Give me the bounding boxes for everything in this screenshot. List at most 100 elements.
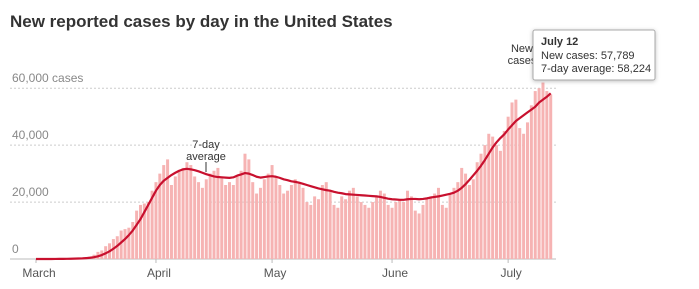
bar: [495, 145, 499, 259]
bar: [394, 202, 398, 259]
chart-title: New reported cases by day in the United …: [10, 12, 393, 31]
y-tick-label: 20,000: [12, 185, 49, 199]
annotation-text: 7-day: [192, 139, 220, 151]
bar: [371, 202, 375, 259]
bar: [448, 193, 452, 259]
bar: [479, 153, 483, 259]
bar: [425, 199, 429, 259]
bar: [382, 193, 386, 259]
bar: [189, 165, 193, 259]
x-tick-label: April: [147, 266, 171, 280]
bar: [119, 230, 123, 259]
bar: [216, 167, 220, 259]
bar: [406, 190, 410, 259]
bar: [289, 185, 293, 259]
bar: [228, 182, 231, 259]
bar: [212, 170, 216, 259]
bar: [452, 187, 456, 259]
bar: [433, 193, 437, 259]
bar: [251, 182, 255, 259]
bar: [506, 116, 510, 259]
bar: [274, 176, 278, 259]
bar: [367, 207, 371, 259]
tooltip-box: [532, 29, 656, 81]
bar: [185, 162, 189, 259]
bar: [169, 185, 173, 259]
bar: [270, 165, 274, 259]
bar: [467, 185, 471, 259]
bar: [154, 182, 158, 259]
bar: [487, 133, 491, 259]
bar: [502, 130, 506, 259]
bar: [351, 187, 355, 259]
bar: [518, 128, 522, 259]
bar: [162, 165, 166, 259]
bar: [193, 176, 197, 259]
x-tick-label: May: [264, 266, 287, 280]
bar: [305, 202, 309, 259]
bar: [255, 193, 259, 259]
x-tick-label: June: [382, 266, 408, 280]
bar: [313, 196, 317, 259]
bar: [375, 196, 379, 259]
bar: [460, 167, 464, 259]
bar: [135, 210, 139, 259]
bar: [529, 105, 533, 259]
bar: [115, 236, 119, 259]
bar: [262, 179, 266, 259]
bar: [166, 159, 170, 259]
bar: [498, 150, 502, 259]
bar: [293, 179, 297, 259]
bar: [525, 122, 529, 259]
bar: [417, 213, 421, 259]
bar: [297, 182, 301, 259]
bar: [142, 203, 146, 259]
annotation-text: average: [186, 151, 226, 163]
bar: [378, 190, 382, 259]
bar: [208, 173, 212, 259]
bar: [549, 94, 553, 259]
bar: [127, 227, 131, 259]
bar: [286, 190, 290, 259]
bar: [545, 91, 549, 259]
bar: [347, 190, 351, 259]
bar: [541, 82, 545, 260]
bar: [390, 207, 394, 259]
bar: [464, 173, 468, 259]
bar: [402, 202, 406, 259]
bar: [328, 190, 332, 259]
bar: [429, 196, 433, 259]
bar: [204, 179, 208, 259]
y-tick-label: 0: [12, 242, 19, 256]
bar: [173, 176, 177, 259]
y-tick-label: 60,000 cases: [12, 71, 83, 85]
bar: [301, 187, 305, 259]
bar: [537, 88, 541, 259]
bar: [282, 193, 286, 259]
bar: [324, 182, 328, 259]
bar: [220, 176, 224, 259]
bar: [444, 207, 448, 259]
bar: [336, 207, 340, 259]
bar: [440, 204, 444, 259]
bar: [131, 222, 135, 259]
bar: [200, 187, 204, 259]
x-tick-label: March: [22, 266, 55, 280]
bar: [243, 153, 247, 259]
tooltip-line: 7-day average: 58,224: [541, 63, 651, 75]
bar: [514, 99, 518, 259]
bar: [317, 199, 321, 259]
bar: [231, 185, 235, 259]
bar: [247, 159, 251, 259]
annotation-text: New: [511, 43, 533, 55]
x-tick-label: July: [500, 266, 521, 280]
bar: [355, 196, 359, 259]
annotation-text: cases: [508, 55, 537, 67]
bar: [409, 196, 413, 259]
bar: [456, 182, 460, 259]
bar: [522, 133, 526, 259]
